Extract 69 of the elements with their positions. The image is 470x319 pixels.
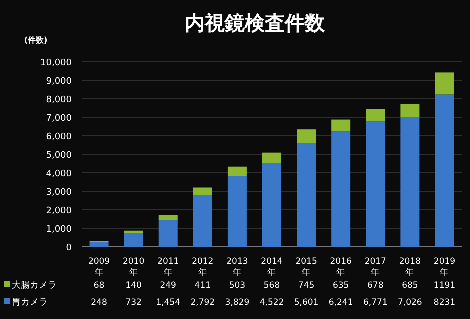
data-label: 249: [160, 281, 176, 291]
data-label: 635: [332, 281, 350, 291]
x-tick-label: 2014年: [261, 257, 283, 278]
x-tick-label: 2019年: [434, 257, 456, 278]
x-tick-label: 2011年: [158, 257, 180, 278]
bar: [400, 104, 420, 118]
data-label: 745: [298, 281, 315, 291]
y-tick-label: 8,000: [46, 96, 72, 106]
bar: [262, 163, 282, 247]
legend-label: 大腸カメラ: [12, 280, 57, 291]
y-axis-title: (件数): [24, 36, 48, 45]
y-tick-label: 3,000: [46, 188, 72, 198]
data-label: 7,026: [398, 298, 422, 308]
y-tick-label: 6,000: [46, 132, 72, 142]
bar: [400, 117, 420, 247]
y-tick-label: 10,000: [40, 58, 72, 68]
bar: [158, 220, 178, 247]
data-label: 568: [264, 281, 280, 291]
bar: [332, 132, 351, 247]
bar: [193, 195, 212, 247]
legend-label: 胃カメラ: [12, 298, 48, 308]
bar: [366, 122, 386, 247]
x-tick-label: 2009年: [88, 257, 110, 278]
data-label: 2,792: [190, 298, 216, 308]
data-label: 503: [229, 281, 246, 291]
data-label: 6,771: [363, 298, 388, 308]
y-tick-label: 0: [66, 244, 72, 254]
bar: [366, 109, 386, 122]
data-label: 4,522: [260, 298, 284, 308]
bar: [228, 176, 247, 247]
bar: [262, 152, 282, 164]
y-tick-label: 5,000: [46, 151, 72, 161]
y-tick-label: 4,000: [46, 170, 72, 180]
bar: [124, 233, 144, 247]
y-tick-label: 1,000: [46, 225, 72, 235]
bar: [435, 94, 454, 247]
y-tick-label: 2,000: [46, 206, 72, 216]
bar: [124, 230, 144, 234]
data-label: 140: [126, 281, 142, 291]
x-tick-label: 2015年: [296, 257, 318, 278]
data-label: 68: [94, 281, 105, 291]
bar: [297, 143, 316, 247]
y-tick-label: 7,000: [46, 114, 72, 124]
data-label: 5,601: [294, 298, 319, 308]
x-tick-label: 2017年: [364, 257, 386, 278]
bar: [297, 130, 316, 144]
data-label: 3,829: [225, 298, 250, 308]
data-label: 732: [126, 298, 142, 308]
data-label: 1,454: [156, 298, 181, 308]
x-tick-label: 2018年: [399, 257, 421, 278]
y-tick-label: 9,000: [46, 77, 72, 87]
data-label: 685: [402, 281, 418, 291]
data-label: 411: [194, 281, 212, 291]
data-label: 248: [91, 298, 108, 308]
bar: [228, 166, 247, 176]
bar: [158, 215, 178, 220]
bar: [435, 72, 454, 95]
x-tick-label: 2010年: [123, 257, 145, 278]
bar: [90, 242, 109, 247]
x-tick-label: 2013年: [226, 257, 248, 278]
x-tick-label: 2012年: [192, 257, 214, 278]
bar: [332, 120, 351, 132]
data-label: 6,241: [328, 298, 354, 308]
chart-title: 内視鏡検査件数: [185, 11, 326, 35]
data-label: 1191: [434, 281, 456, 291]
data-label: 678: [368, 281, 384, 291]
bar: [193, 188, 212, 196]
data-label: 8231: [434, 298, 456, 308]
x-tick-label: 2016年: [330, 257, 352, 278]
